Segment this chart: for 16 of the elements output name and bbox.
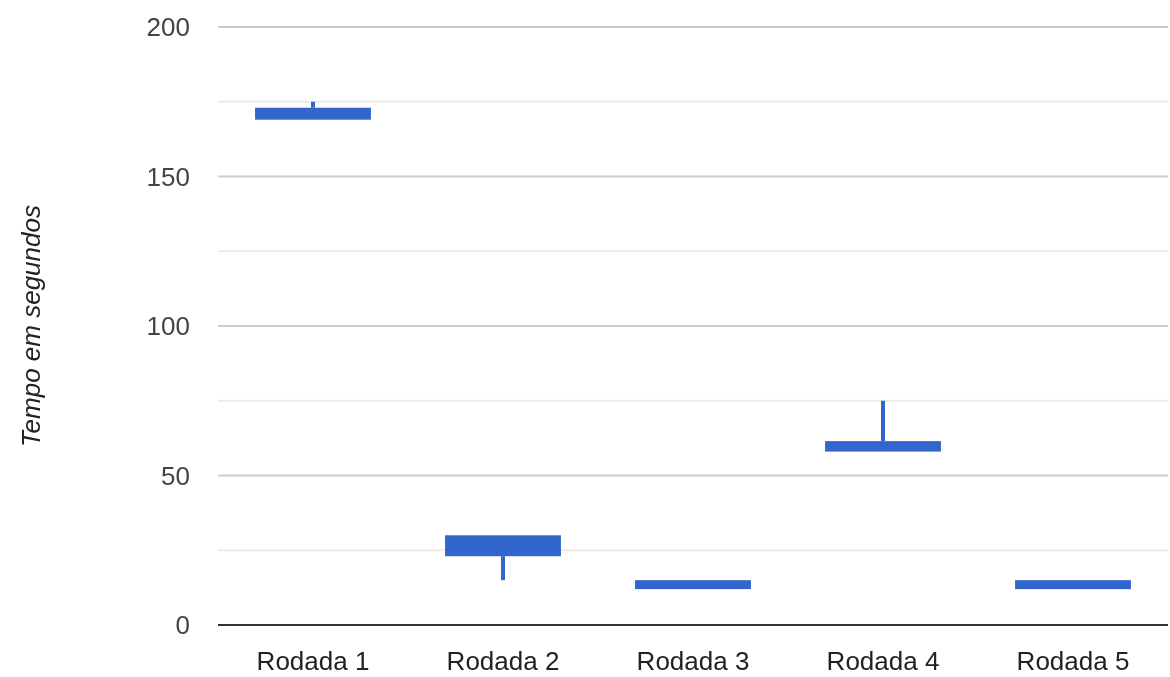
y-axis-title: Tempo em segundos <box>16 205 46 447</box>
candlestick <box>635 580 751 590</box>
x-tick-label: Rodada 1 <box>256 646 370 676</box>
y-tick-label: 50 <box>161 460 190 491</box>
x-tick-label: Rodada 2 <box>446 646 560 676</box>
candlestick <box>255 101 371 120</box>
candlestick <box>825 400 941 452</box>
x-tick-label: Rodada 5 <box>1016 646 1130 676</box>
candlestick <box>445 535 561 581</box>
y-tick-label: 200 <box>146 12 190 43</box>
x-tick-label: Rodada 4 <box>826 646 940 676</box>
x-tick-label: Rodada 3 <box>636 646 750 676</box>
candlestick <box>1015 580 1131 590</box>
y-tick-label: 100 <box>146 311 190 342</box>
y-tick-label: 0 <box>175 610 190 641</box>
y-tick-label: 150 <box>146 161 190 192</box>
